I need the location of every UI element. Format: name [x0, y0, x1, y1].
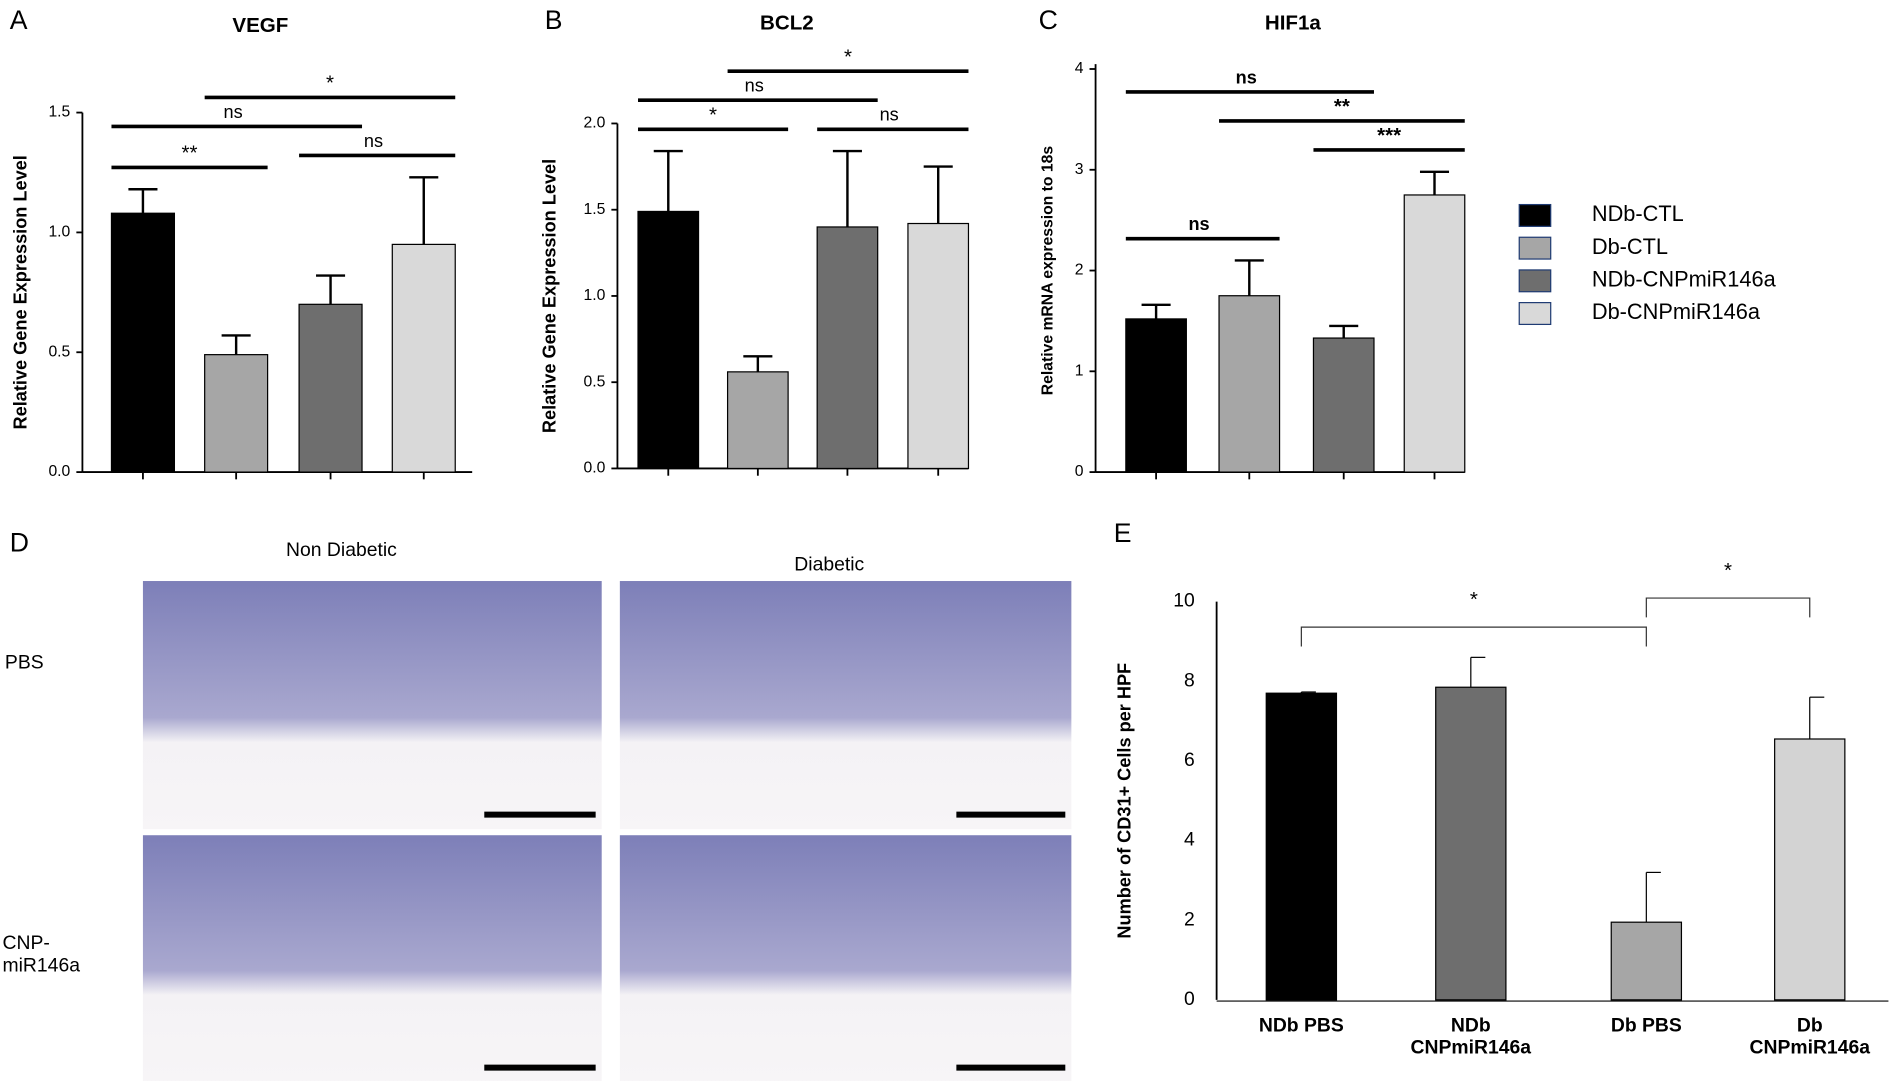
micrograph	[619, 581, 1072, 830]
bar	[816, 226, 879, 470]
y-tick-label: 0.5	[583, 373, 605, 390]
y-tick-label: 0	[1075, 463, 1084, 480]
y-tick-label: 0.0	[48, 463, 70, 480]
legend-swatch	[1518, 236, 1552, 260]
row-label: CNP-miR146a	[3, 932, 81, 976]
significance-label: ns	[224, 102, 243, 122]
y-tick-label: 0	[1184, 988, 1195, 1010]
significance-bracket	[1300, 626, 1647, 647]
y-tick-label: 1.0	[48, 224, 70, 241]
legend-label: Db-CNPmiR146a	[1592, 299, 1761, 324]
y-axis-title: Number of CD31+ Cells per HPF	[1115, 663, 1135, 939]
significance-label: *	[326, 72, 334, 95]
y-tick-label: 6	[1184, 749, 1195, 771]
bar	[637, 210, 700, 470]
y-tick-label: 0.0	[583, 460, 605, 477]
bar	[110, 212, 176, 473]
bar	[907, 222, 970, 470]
bar	[726, 371, 789, 470]
significance-label: ns	[1188, 214, 1209, 234]
bar	[391, 243, 456, 473]
chart-title: VEGF	[232, 14, 288, 37]
y-axis-title: Relative mRNA expression to 18s	[1040, 146, 1057, 396]
y-tick-label: 3	[1075, 161, 1084, 178]
legend-swatch	[1518, 203, 1552, 227]
y-tick-label: 1.5	[583, 201, 605, 218]
bar	[1435, 686, 1507, 1001]
panel-label: E	[1114, 518, 1132, 548]
panel-label: A	[10, 5, 28, 35]
y-tick-label: 2.0	[583, 115, 605, 132]
significance-label: *	[1724, 559, 1732, 582]
significance-label: *	[709, 103, 717, 126]
y-tick-label: 8	[1184, 669, 1195, 691]
y-tick-label: 1.5	[48, 104, 70, 121]
bar	[204, 354, 269, 473]
charts: A VEGF Relative Gene Expression Level 0.0 0.…	[3, 5, 1889, 1059]
x-tick-label: Db CNPmiR146a	[1749, 1015, 1870, 1059]
y-tick-label: 1.0	[583, 287, 605, 304]
legend-label: Db-CTL	[1592, 234, 1668, 259]
y-tick-label: 0.5	[48, 343, 70, 360]
micrograph	[142, 581, 602, 830]
micrograph	[619, 835, 1072, 1081]
y-tick-label: 4	[1184, 829, 1195, 851]
micrographs	[142, 581, 1072, 1081]
significance-label: ns	[1236, 67, 1257, 87]
x-tick-label: NDb CNPmiR146a	[1411, 1015, 1532, 1059]
y-axis-title: Relative Gene Expression Level	[11, 155, 31, 429]
y-tick-label: 10	[1173, 590, 1195, 612]
chart-title: HIF1a	[1265, 12, 1322, 35]
significance-label: ns	[880, 105, 899, 125]
panel-label: D	[10, 528, 29, 558]
column-label: Non Diabetic	[286, 539, 397, 561]
y-tick-label: 2	[1184, 908, 1195, 930]
micrograph	[142, 835, 602, 1081]
significance-label: **	[1334, 95, 1350, 118]
legend-swatch	[1518, 302, 1552, 326]
x-tick-label: Db PBS	[1611, 1015, 1682, 1037]
significance-bracket	[1645, 597, 1811, 618]
y-tick-label: 1	[1075, 362, 1084, 379]
legend-label: NDb-CNPmiR146a	[1592, 267, 1777, 292]
bar	[1774, 738, 1846, 1001]
bar	[1125, 318, 1187, 473]
significance-label: ns	[364, 131, 383, 151]
significance-label: *	[1470, 588, 1478, 611]
bar	[298, 303, 363, 473]
row-label: PBS	[5, 651, 44, 673]
column-label: Diabetic	[794, 553, 864, 575]
bar	[1265, 692, 1338, 1001]
y-tick-label: 2	[1075, 262, 1084, 279]
bar	[1610, 921, 1683, 1001]
y-axis-title: Relative Gene Expression Level	[540, 159, 560, 433]
significance-label: *	[844, 45, 852, 68]
legend-swatch	[1518, 269, 1552, 293]
x-tick-label: NDb PBS	[1259, 1015, 1344, 1037]
legend-label: NDb-CTL	[1592, 201, 1684, 226]
panel-label: C	[1039, 5, 1058, 35]
bar	[1403, 194, 1466, 473]
significance-label: **	[182, 142, 198, 165]
bar	[1312, 337, 1375, 473]
panel-label: B	[545, 5, 563, 35]
scale-bars	[484, 811, 1066, 1071]
y-tick-label: 4	[1075, 60, 1084, 77]
significance-label: ns	[745, 76, 764, 96]
chart-title: BCL2	[760, 12, 814, 35]
bar	[1218, 295, 1281, 473]
significance-label: ***	[1377, 124, 1401, 147]
